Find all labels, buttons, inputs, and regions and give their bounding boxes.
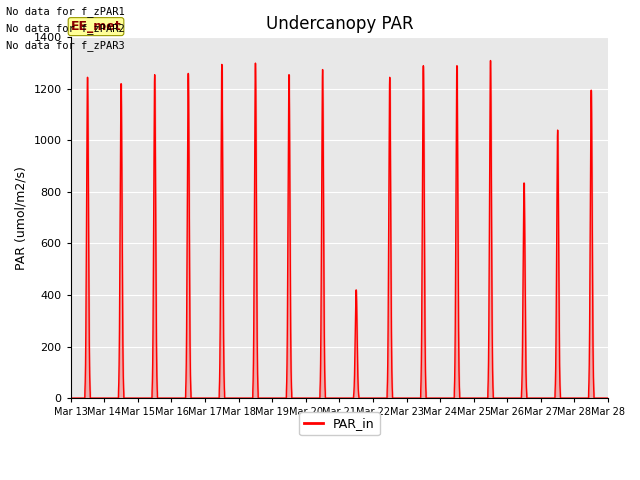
Title: Undercanopy PAR: Undercanopy PAR [266,15,413,33]
Text: EE_met: EE_met [70,20,122,33]
Y-axis label: PAR (umol/m2/s): PAR (umol/m2/s) [15,166,28,270]
Legend: PAR_in: PAR_in [299,412,380,435]
Text: No data for f_zPAR1: No data for f_zPAR1 [6,6,125,17]
Text: No data for f_zPAR2: No data for f_zPAR2 [6,23,125,34]
Text: No data for f_zPAR3: No data for f_zPAR3 [6,40,125,51]
